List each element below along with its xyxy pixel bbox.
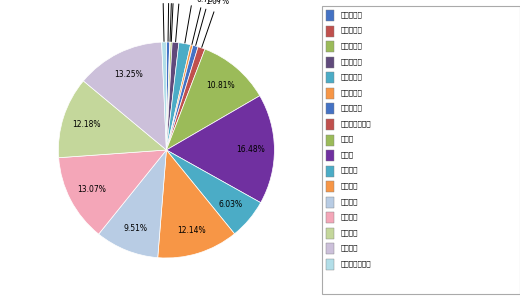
Wedge shape [166, 47, 205, 150]
FancyBboxPatch shape [327, 10, 334, 21]
Wedge shape [83, 42, 166, 150]
Text: 6.03%: 6.03% [219, 200, 243, 209]
Text: 0.11%: 0.11% [160, 0, 184, 41]
Wedge shape [158, 150, 235, 258]
FancyBboxPatch shape [327, 72, 334, 83]
FancyBboxPatch shape [327, 88, 334, 99]
Wedge shape [166, 42, 179, 150]
Text: 9.51%: 9.51% [123, 224, 147, 233]
Wedge shape [166, 42, 172, 150]
Text: 서울특별시: 서울특별시 [340, 11, 362, 18]
Wedge shape [166, 49, 260, 150]
Wedge shape [166, 43, 190, 150]
Text: 10.81%: 10.81% [206, 81, 235, 90]
Text: 0.78%: 0.78% [196, 0, 220, 45]
Text: 광주광역시: 광주광역시 [340, 74, 362, 80]
Text: 0.70%: 0.70% [151, 0, 175, 41]
Wedge shape [166, 150, 261, 234]
Text: 0.48%: 0.48% [157, 0, 181, 41]
Text: 강원도: 강원도 [340, 151, 354, 158]
FancyBboxPatch shape [327, 150, 334, 161]
FancyBboxPatch shape [327, 228, 334, 239]
Text: 세종특별자치시: 세종특별자치시 [340, 120, 371, 127]
Text: 경기도: 경기도 [340, 136, 354, 142]
Text: 전라남도: 전라남도 [340, 214, 358, 220]
Wedge shape [166, 45, 193, 150]
Text: 13.07%: 13.07% [77, 184, 106, 194]
FancyBboxPatch shape [327, 243, 334, 254]
Text: 1.07%: 1.07% [202, 0, 229, 47]
Text: 0.37%: 0.37% [191, 0, 215, 44]
Text: 12.18%: 12.18% [72, 120, 100, 129]
Text: 1.00%: 1.00% [167, 0, 192, 42]
FancyBboxPatch shape [327, 212, 334, 223]
FancyBboxPatch shape [327, 134, 334, 146]
FancyBboxPatch shape [327, 197, 334, 208]
FancyBboxPatch shape [327, 119, 334, 130]
FancyBboxPatch shape [327, 259, 334, 270]
Text: 0.26%: 0.26% [162, 0, 186, 41]
Text: 울산광역시: 울산광역시 [340, 105, 362, 111]
Text: 경상북도: 경상북도 [340, 229, 358, 236]
FancyBboxPatch shape [327, 103, 334, 114]
Text: 12.14%: 12.14% [177, 226, 206, 235]
Text: 13.25%: 13.25% [114, 70, 144, 79]
Text: 충청남도: 충청남도 [340, 182, 358, 189]
FancyBboxPatch shape [327, 166, 334, 177]
Text: 대전광역시: 대전광역시 [340, 89, 362, 96]
Wedge shape [166, 42, 171, 150]
FancyBboxPatch shape [327, 57, 334, 68]
Wedge shape [59, 150, 166, 234]
FancyBboxPatch shape [327, 26, 334, 37]
Text: 충청북도: 충청북도 [340, 167, 358, 173]
Text: 경상남도: 경상남도 [340, 244, 358, 251]
Text: 대구광역시: 대구광역시 [340, 42, 362, 49]
Text: 1.74%: 1.74% [181, 0, 205, 43]
Text: 16.48%: 16.48% [236, 145, 265, 154]
Text: 제주특별자치도: 제주특별자치도 [340, 260, 371, 267]
FancyBboxPatch shape [327, 181, 334, 192]
FancyBboxPatch shape [322, 6, 520, 294]
Wedge shape [99, 150, 166, 258]
Text: 전라북도: 전라북도 [340, 198, 358, 205]
Text: 부산광역시: 부산광역시 [340, 27, 362, 34]
Wedge shape [162, 42, 166, 150]
Wedge shape [58, 81, 166, 158]
Wedge shape [166, 96, 275, 203]
Text: 인천광역시: 인천광역시 [340, 58, 362, 64]
Wedge shape [166, 42, 170, 150]
Wedge shape [166, 45, 198, 150]
FancyBboxPatch shape [327, 41, 334, 52]
